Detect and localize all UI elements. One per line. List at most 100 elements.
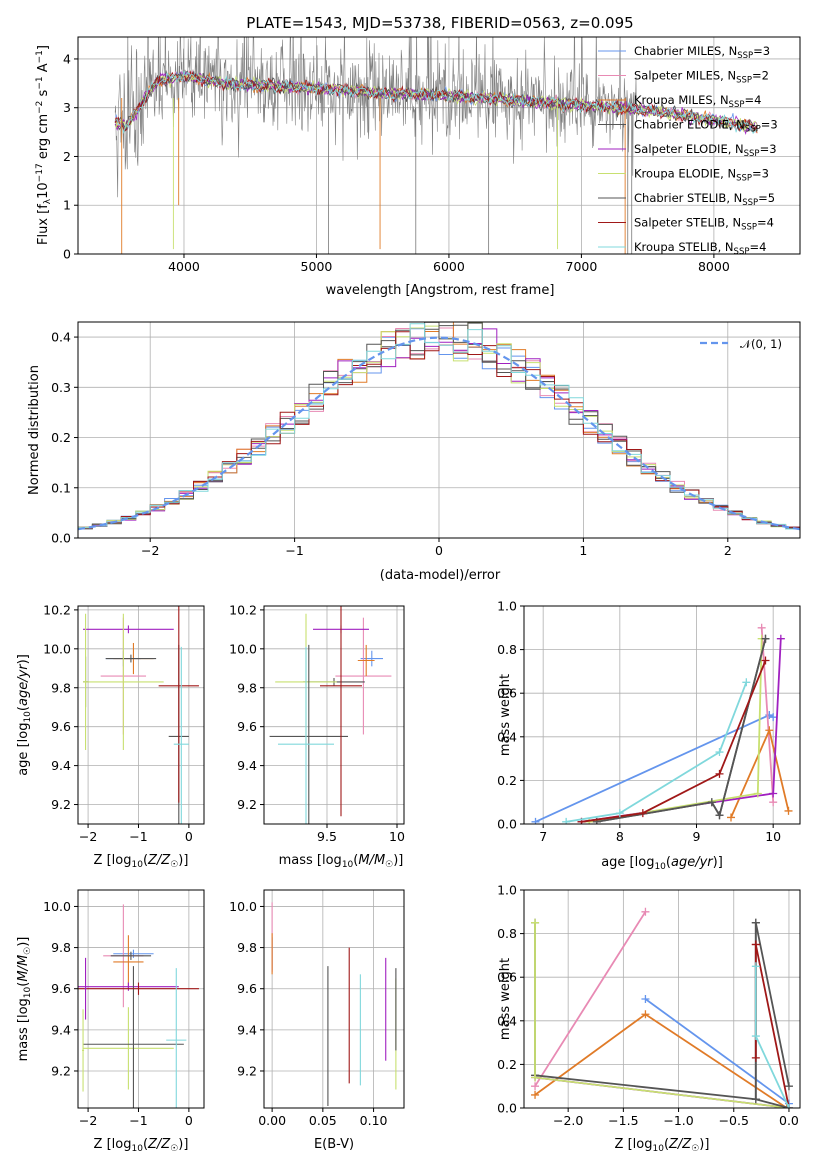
weight-series [751, 962, 793, 1108]
y-tick-label: 0.0 [497, 1101, 517, 1116]
x-tick-label: −2.0 [553, 1113, 583, 1128]
weight-series [531, 1010, 791, 1108]
error-point [78, 982, 199, 995]
weight-marker [615, 809, 624, 818]
weight-line [760, 627, 775, 803]
x-tick-label: 2 [724, 543, 732, 558]
y-tick-label: 9.6 [237, 981, 257, 996]
x-tick-label: −0.5 [719, 1113, 749, 1128]
x-tick-label: −2 [79, 1113, 97, 1128]
x-axis-label: Z [log10(Z/Z☉)] [94, 1137, 189, 1154]
weight-marker [751, 1053, 760, 1062]
legend-entry: Salpeter MILES, NSSP=2 [598, 69, 769, 86]
x-tick-label: −2 [79, 829, 97, 844]
error-point [83, 613, 164, 751]
weight-marker [765, 726, 774, 735]
plot-area [271, 902, 397, 1106]
weight-marker [751, 962, 760, 971]
error-point [84, 957, 87, 1020]
y-tick-label: 0.6 [497, 686, 517, 701]
legend-entry: Kroupa MILES, NSSP=4 [598, 93, 761, 110]
axes-frame [523, 605, 801, 825]
plot-area [83, 606, 199, 824]
x-tick-label: 8000 [698, 259, 730, 274]
plot-area [78, 904, 199, 1108]
weight-series [562, 678, 751, 824]
y-tick-label: 1.0 [497, 599, 517, 614]
x-axis-label: (data-model)/error [380, 568, 501, 583]
legend-entry: Salpeter ELODIE, NSSP=3 [598, 142, 777, 159]
x-axis-label: age [log10(age/yr)] [601, 855, 723, 872]
x-axis-label: Z [log10(Z/Z☉)] [94, 853, 189, 870]
y-tick-label: 9.2 [51, 797, 71, 812]
y-tick-label: 9.6 [51, 981, 71, 996]
error-point [278, 646, 334, 824]
legend-entry: Chabrier ELODIE, NSSP=3 [598, 118, 778, 135]
panel-weight-vs-age: 7 8 9 10 0.0 0.2 0.4 0.6 0.8 1.0 age [log10(age/yr… [497, 599, 801, 872]
y-tick-label: 9.8 [51, 940, 71, 955]
panel-residuals: −2 −1 0 1 2 0.0 0.1 0.2 0.3 0.4 (data-model)/error… [27, 321, 801, 583]
x-tick-label: 6000 [433, 259, 465, 274]
legend-entry: Kroupa ELODIE, NSSP=3 [598, 167, 769, 184]
y-tick-label: 0.4 [497, 729, 517, 744]
x-axis-label: wavelength [Angstrom, rest frame] [326, 283, 555, 298]
x-tick-label: 5000 [301, 259, 333, 274]
y-tick-label: 0.3 [51, 380, 71, 395]
weight-marker [769, 713, 778, 722]
weight-marker [715, 748, 724, 757]
x-tick-label: 7000 [566, 259, 598, 274]
weight-series [577, 634, 785, 824]
weight-marker [784, 806, 793, 815]
weight-marker [784, 1104, 793, 1108]
x-tick-label: 7 [539, 829, 547, 844]
plot-area [531, 623, 793, 824]
x-tick-label: 0.05 [309, 1113, 337, 1128]
weight-marker [751, 940, 760, 949]
x-tick-label: 0 [185, 829, 193, 844]
error-point [357, 644, 375, 677]
y-tick-label: 9.8 [51, 680, 71, 695]
axes-frame [263, 605, 405, 825]
axes-frame [523, 889, 801, 1109]
y-tick-label: 0.2 [51, 430, 71, 445]
figure-title: PLATE=1543, MJD=53738, FIBERID=0563, z=0… [246, 14, 633, 32]
weight-line [581, 660, 767, 823]
y-tick-label: 0.4 [51, 330, 71, 345]
x-tick-label: −2 [141, 543, 159, 558]
x-tick-label: 8 [616, 829, 624, 844]
model-line [114, 70, 758, 133]
y-tick-label: 0.2 [497, 1057, 517, 1072]
legend-label: Kroupa MILES, NSSP=4 [634, 93, 761, 110]
y-tick-label: 0.1 [51, 480, 71, 495]
y-axis-label: Normed distribution [27, 365, 42, 495]
plot-area [269, 606, 392, 824]
legend-entry: Kroupa STELIB, NSSP=4 [598, 240, 766, 257]
axes-frame [77, 889, 205, 1109]
axes-frame [77, 321, 801, 539]
weight-marker [753, 789, 762, 798]
x-tick-label: −1 [129, 829, 147, 844]
error-point [83, 1007, 174, 1090]
data-spectrum [114, 37, 638, 198]
panel-mass-vs-Z: −2 −1 0 9.2 9.4 9.6 9.8 10.0 Z [log10(Z/Z☉)] mass… [16, 889, 205, 1154]
model-line [115, 70, 758, 135]
weight-marker [782, 1104, 791, 1108]
error-point [320, 606, 362, 817]
plot-area [78, 322, 800, 532]
y-tick-label: 10.0 [43, 641, 71, 656]
y-tick-label: 9.4 [237, 1022, 257, 1037]
panel-weight-vs-Z: −2.0 −1.5 −1.0 −0.5 0.0 0.0 0.2 0.4 0.6 0.8 1.0 Z [… [497, 883, 801, 1154]
y-tick-label: 0.0 [497, 817, 517, 832]
weight-marker [757, 623, 766, 632]
error-point [82, 1009, 85, 1092]
weight-marker [751, 918, 760, 927]
legend-label: 𝒩(0, 1) [740, 337, 782, 351]
y-tick-label: 0.6 [497, 970, 517, 985]
weight-marker [761, 656, 770, 665]
weight-series [531, 907, 650, 1091]
x-tick-label: 10 [765, 829, 781, 844]
y-tick-label: 9.2 [51, 1063, 71, 1078]
weight-marker [531, 817, 540, 824]
legend: 𝒩(0, 1) [700, 337, 782, 351]
